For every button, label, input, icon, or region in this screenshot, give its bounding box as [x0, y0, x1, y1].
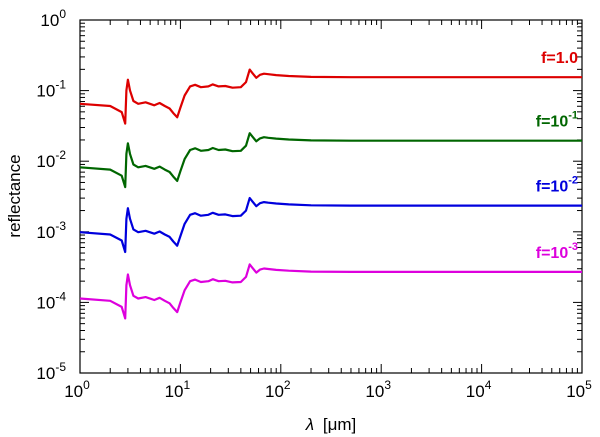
- series-label-2: f=10-1: [536, 110, 578, 131]
- y-tick-label: 10-4: [36, 289, 66, 312]
- x-tick-label: 104: [466, 378, 492, 401]
- y-axis-title: reflectance: [5, 154, 24, 237]
- series-label-1: f=1.0: [541, 50, 578, 67]
- series-line-4: [79, 263, 582, 320]
- series-line-2: [79, 132, 582, 189]
- plot-frame: [79, 19, 583, 374]
- axis-ticks: [79, 19, 583, 374]
- y-tick-labels: 100 10-1 10-2 10-3 10-4 10-5: [36, 7, 66, 383]
- y-tick-label: 10-1: [36, 78, 66, 101]
- x-tick-label: 101: [165, 378, 191, 401]
- x-tick-labels: 100 101 102 103 104 105: [64, 378, 592, 401]
- x-tick-label: 100: [64, 378, 90, 401]
- x-tick-label: 102: [265, 378, 291, 401]
- x-tick-label: 103: [365, 378, 391, 401]
- y-tick-label: 100: [40, 7, 66, 30]
- series-label-3: f=10-2: [536, 175, 578, 196]
- series-line-3: [79, 196, 582, 254]
- series-label-4: f=10-3: [536, 241, 578, 262]
- y-tick-label: 10-3: [36, 219, 66, 242]
- series-line-1: [79, 68, 582, 125]
- x-axis-unit: [μm]: [323, 415, 356, 434]
- x-axis-title: λ [μm]: [305, 415, 357, 434]
- y-tick-label: 10-5: [36, 360, 66, 383]
- x-axis-symbol: λ: [305, 415, 314, 434]
- series-labels: f=1.0 f=10-1 f=10-2 f=10-3: [536, 50, 578, 262]
- y-tick-label: 10-2: [36, 148, 66, 171]
- series-lines: [79, 68, 582, 320]
- x-tick-label: 105: [566, 378, 592, 401]
